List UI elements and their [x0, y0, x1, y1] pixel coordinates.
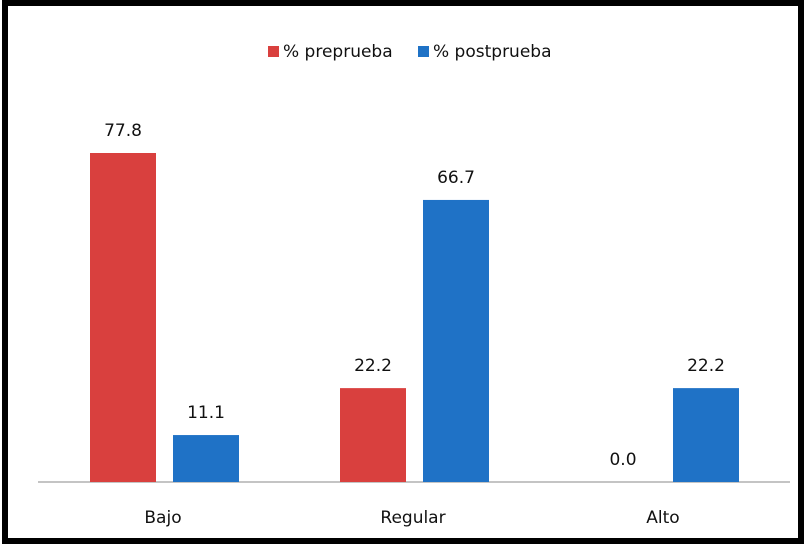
- value-label: 11.1: [187, 403, 225, 423]
- bar: [423, 199, 489, 483]
- x-tick-label: Bajo: [144, 508, 181, 528]
- value-label: 66.7: [437, 168, 475, 188]
- legend-label: % preprueba: [283, 42, 393, 62]
- bar: [340, 388, 406, 482]
- x-tick-label: Alto: [646, 508, 679, 528]
- value-label: 22.2: [354, 356, 392, 376]
- value-label: 0.0: [609, 450, 636, 470]
- legend-swatch: [268, 46, 279, 57]
- bar: [673, 388, 739, 482]
- legend-swatch: [418, 46, 429, 57]
- value-label: 22.2: [687, 356, 725, 376]
- value-label: 77.8: [104, 121, 142, 141]
- bar: [173, 435, 239, 482]
- legend-label: % postprueba: [433, 42, 552, 62]
- x-tick-label: Regular: [380, 508, 445, 528]
- bar: [90, 153, 156, 482]
